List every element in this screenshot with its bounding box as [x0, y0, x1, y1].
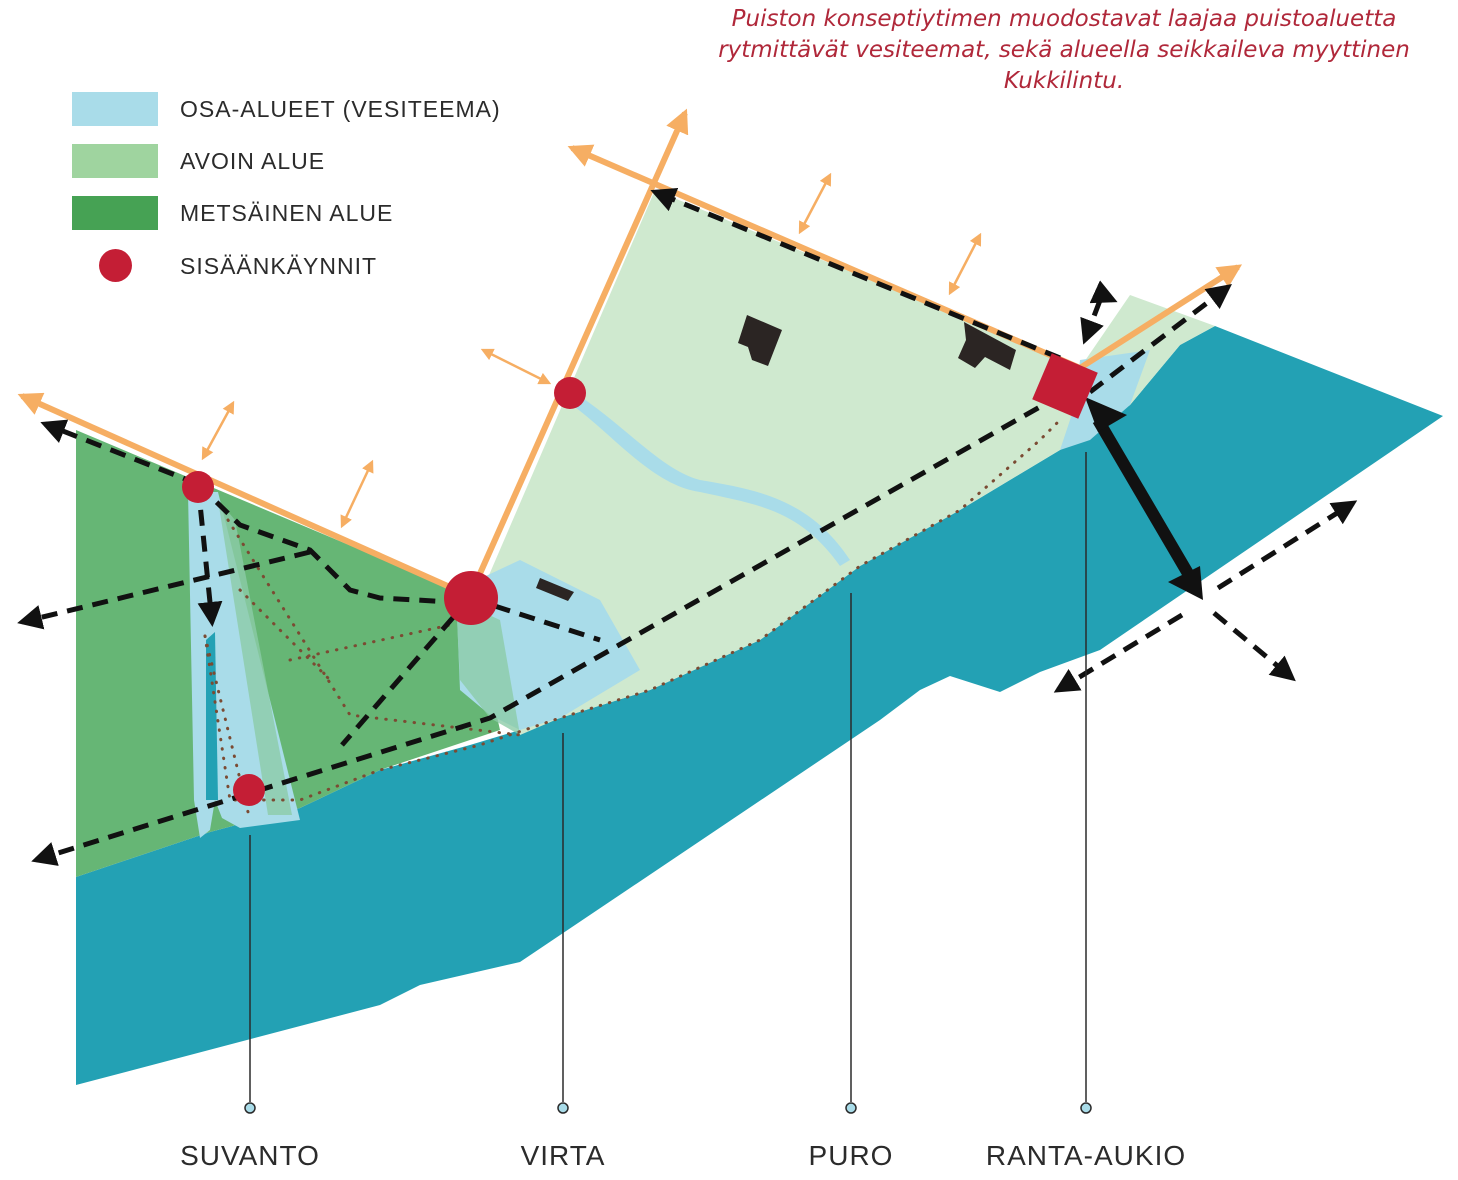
main-entrance-marker — [444, 571, 498, 625]
forest-area — [76, 430, 500, 877]
legend-label: SISÄÄNKÄYNNIT — [180, 253, 378, 279]
concept-caption: Puiston konseptiytimen muodostavat laaja… — [718, 6, 1410, 94]
zone-label-puro: PURO — [808, 1140, 894, 1171]
zone-label-ranta-aukio: RANTA-AUKIO — [985, 1140, 1187, 1171]
ranta-aukio-entrance-marker — [1032, 353, 1098, 419]
legend-item-entrances: SISÄÄNKÄYNNIT — [72, 249, 592, 283]
legend-swatch — [72, 92, 158, 126]
building-3 — [536, 578, 574, 601]
legend-item-forest-area: METSÄINEN ALUE — [72, 196, 592, 230]
sea-area — [76, 326, 1443, 1085]
entrances — [182, 353, 1098, 806]
main-paths — [17, 188, 1358, 866]
legend-item-water-theme: OSA-ALUEET (VESITEEMA) — [72, 92, 592, 126]
legend-label: METSÄINEN ALUE — [180, 200, 394, 226]
legend-label: AVOIN ALUE — [180, 148, 326, 174]
buildings — [536, 315, 1016, 601]
legend-item-open-area: AVOIN ALUE — [72, 144, 592, 178]
legend-swatch — [72, 144, 158, 178]
entrance-marker — [233, 774, 265, 806]
open-area — [480, 190, 1215, 735]
legend-swatch — [72, 196, 158, 230]
entrance-marker — [182, 471, 214, 503]
legend-label: OSA-ALUEET (VESITEEMA) — [180, 96, 501, 122]
entrance-marker — [554, 377, 586, 409]
building-1 — [738, 315, 782, 366]
zone-leaders — [244, 452, 1092, 1114]
shore-arrow — [1085, 397, 1203, 600]
park-boundary — [17, 108, 1243, 599]
legend-swatch — [99, 249, 132, 282]
zone-label-virta: VIRTA — [520, 1140, 606, 1171]
zone-label-suvanto: SUVANTO — [180, 1140, 320, 1171]
puro-stream — [565, 390, 850, 566]
building-2 — [958, 322, 1016, 370]
